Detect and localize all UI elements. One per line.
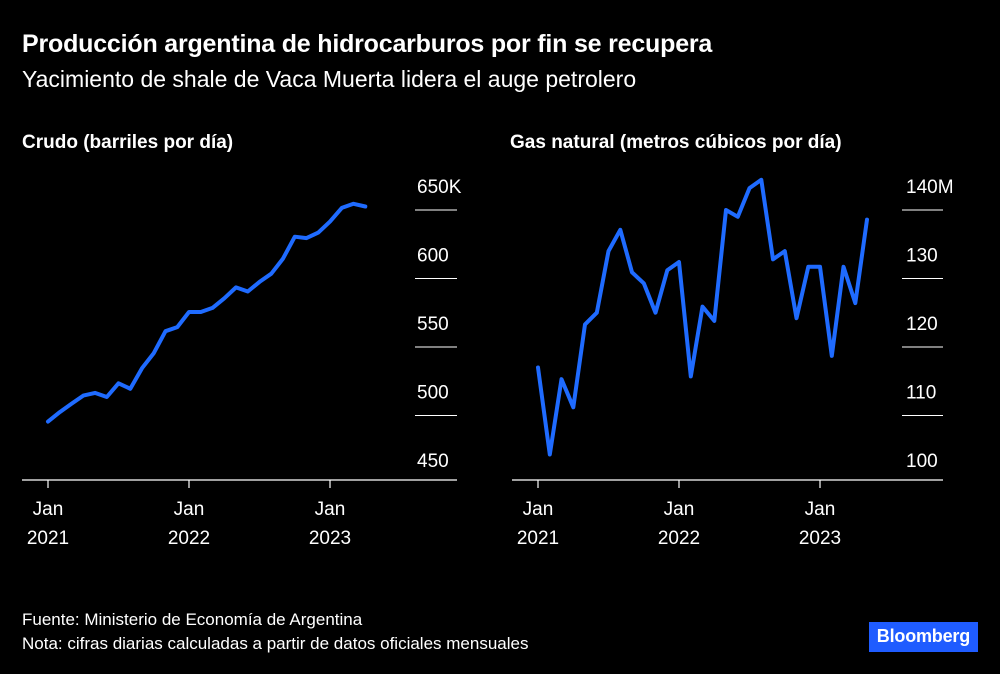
chart-title: Producción argentina de hidrocarburos po… [22,30,713,58]
oil-y-tick-label: 450 [417,451,449,472]
oil-y-tick-label: 600 [417,246,449,267]
gas-x-tick-year: 2021 [517,528,559,549]
oil-x-tick-year: 2021 [27,528,69,549]
gas-y-tick-label: 130 [906,246,938,267]
gas-y-tick-label: 140M [906,177,954,198]
gas-x-tick-month: Jan [664,499,695,520]
source-note: Fuente: Ministerio de Economía de Argent… [22,610,363,629]
chart-subtitle: Yacimiento de shale de Vaca Muerta lider… [22,66,637,92]
footnote: Nota: cifras diarias calculadas a partir… [22,634,529,653]
oil-x-tick-month: Jan [174,499,205,520]
gas-x-tick-year: 2023 [799,528,841,549]
gas-x-tick-month: Jan [523,499,554,520]
oil-series-line [46,201,368,424]
oil-panel-title: Crudo (barriles por día) [22,132,234,153]
gas-series-line [536,177,869,457]
gas-x-tick-year: 2022 [658,528,700,549]
gas-x-tick-month: Jan [805,499,836,520]
gas-y-tick-label: 120 [906,314,938,335]
gas-y-tick-label: 100 [906,451,938,472]
oil-x-tick-year: 2023 [309,528,351,549]
gas-y-tick-label: 110 [906,383,936,404]
oil-y-tick-label: 550 [417,314,449,335]
oil-x-tick-month: Jan [33,499,64,520]
oil-y-tick-label: 650K [417,177,462,198]
oil-x-tick-month: Jan [315,499,346,520]
gas-panel-title: Gas natural (metros cúbicos por día) [510,132,842,153]
bloomberg-logo: Bloomberg [868,622,978,652]
oil-x-tick-year: 2022 [168,528,210,549]
oil-y-tick-label: 500 [417,383,449,404]
